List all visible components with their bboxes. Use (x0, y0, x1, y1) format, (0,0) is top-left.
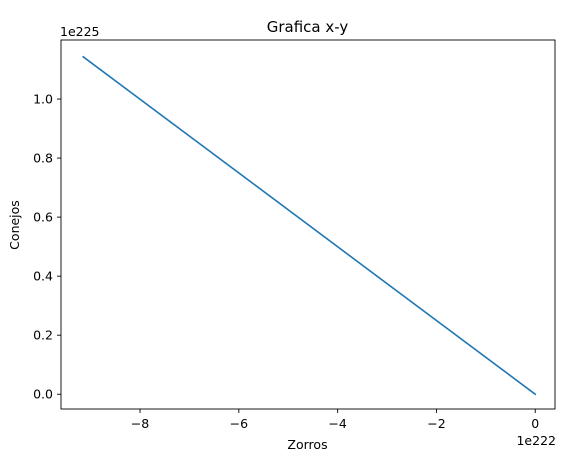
series-line-0 (82, 55, 537, 396)
y-tick-label: 0.6 (33, 210, 53, 225)
y-tick-label: 0.0 (33, 387, 53, 402)
y-offset-text: 1e225 (60, 24, 100, 39)
y-tick-label: 0.8 (33, 151, 53, 166)
chart-title: Grafica x-y (267, 18, 349, 36)
x-offset-text: 1e222 (516, 433, 556, 448)
y-tick-label: 0.2 (33, 328, 53, 343)
x-tick-label: −2 (427, 416, 445, 431)
x-tick-label: 0 (531, 416, 539, 431)
x-tick-label: −4 (328, 416, 346, 431)
x-axis-label: Zorros (287, 437, 327, 452)
axes-frame (60, 39, 556, 410)
y-tick-label: 1.0 (33, 92, 53, 107)
y-axis-label: Conejos (7, 200, 22, 250)
plot-area: −8 −6 −4 −2 0 0.0 0.2 0.4 0.6 0.8 1.0 (33, 39, 556, 431)
x-tick-label: −6 (230, 416, 248, 431)
y-tick-label: 0.4 (33, 269, 53, 284)
x-tick-label: −8 (131, 416, 149, 431)
